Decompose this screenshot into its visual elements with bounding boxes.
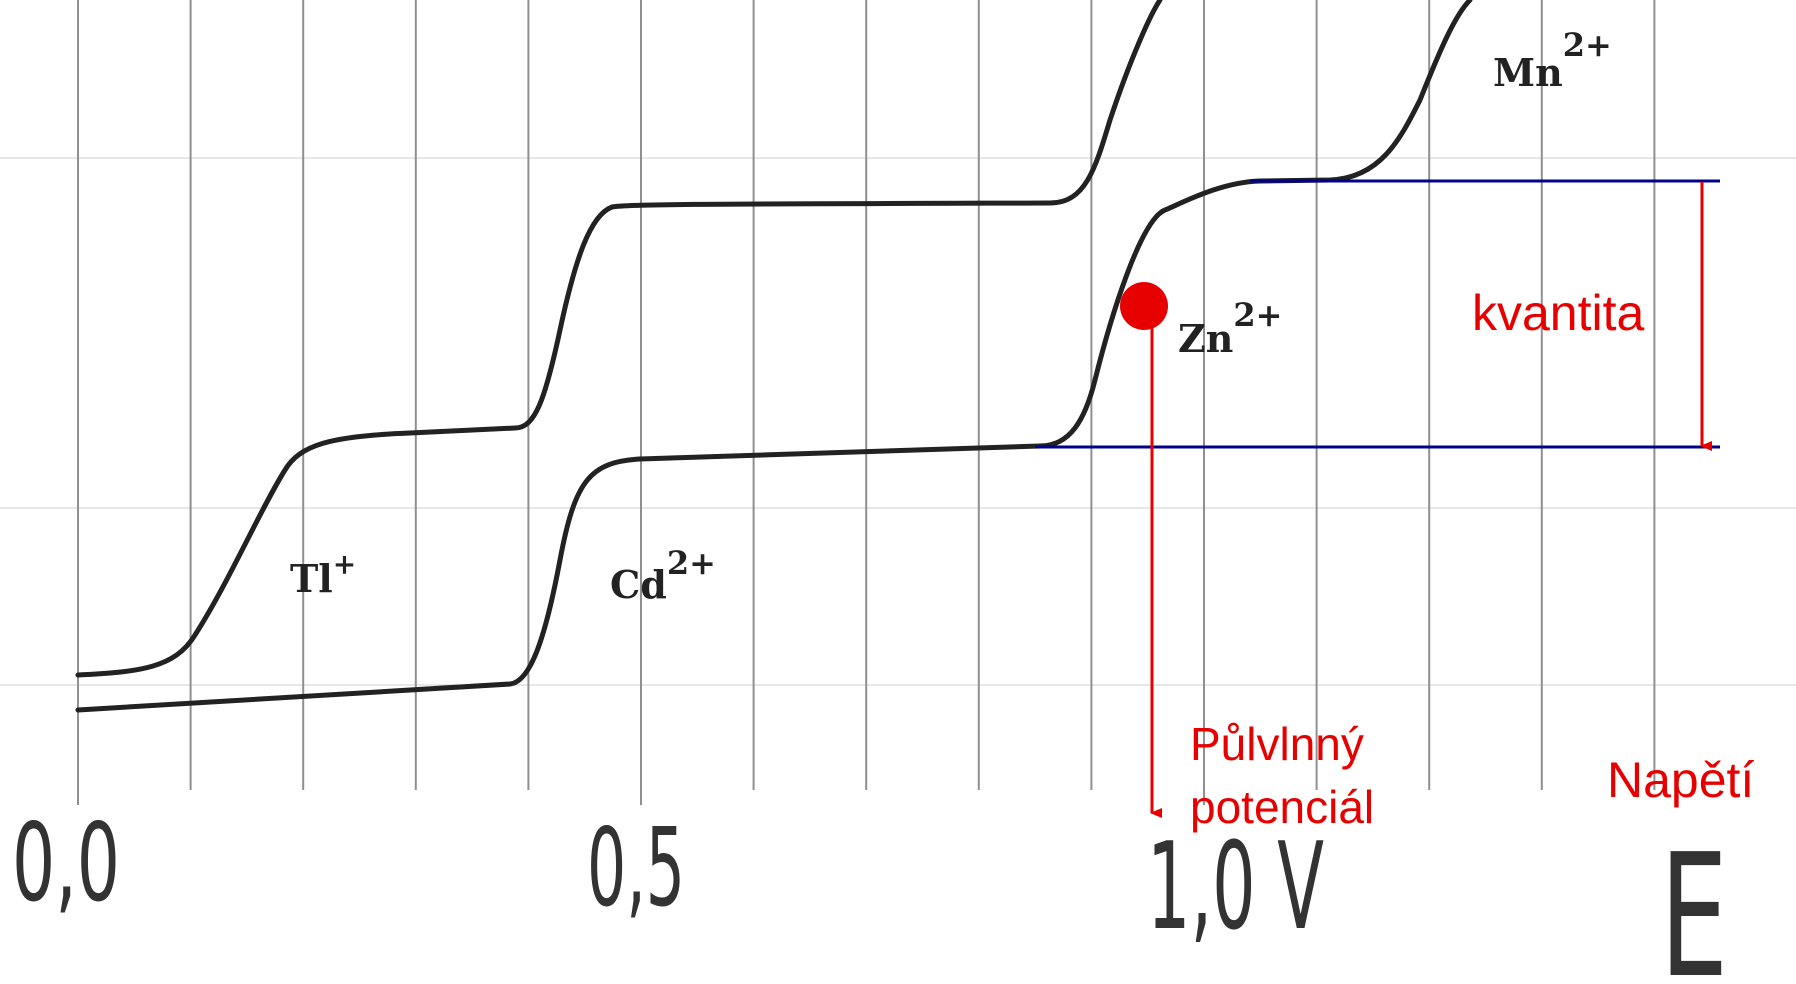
axis-tick-labels: 0,0 0,5 1,0 V E <box>12 801 1728 984</box>
limiting-current-lines <box>1035 179 1720 449</box>
half-wave-label-line1: Půlvlnný <box>1190 718 1364 770</box>
polarographic-curves <box>75 0 1473 713</box>
annotation-text: kvantita Půlvlnný potenciál Napětí <box>1190 285 1754 833</box>
half-wave-label-line2: potenciál <box>1190 781 1374 833</box>
label-cd: Cd2+ <box>610 544 716 607</box>
axis-e-label: E <box>1660 818 1728 984</box>
curve-lower <box>75 0 1473 713</box>
horizontal-gridlines <box>0 157 1796 686</box>
half-wave-point <box>1120 282 1168 330</box>
red-annotations <box>1120 182 1712 818</box>
napeti-label: Napětí <box>1607 752 1754 808</box>
tick-1-0-v: 1,0 V <box>1147 818 1324 957</box>
label-mn: Mn2+ <box>1493 26 1612 95</box>
tick-0-5: 0,5 <box>587 806 685 931</box>
label-zn: Zn2+ <box>1178 296 1282 361</box>
ion-labels: Tl+ Cd2+ Zn2+ Mn2+ <box>290 26 1612 607</box>
kvantita-label: kvantita <box>1472 285 1645 341</box>
curve-upper <box>75 0 1163 678</box>
label-tl: Tl+ <box>290 548 356 601</box>
tick-0-0: 0,0 <box>12 801 120 926</box>
